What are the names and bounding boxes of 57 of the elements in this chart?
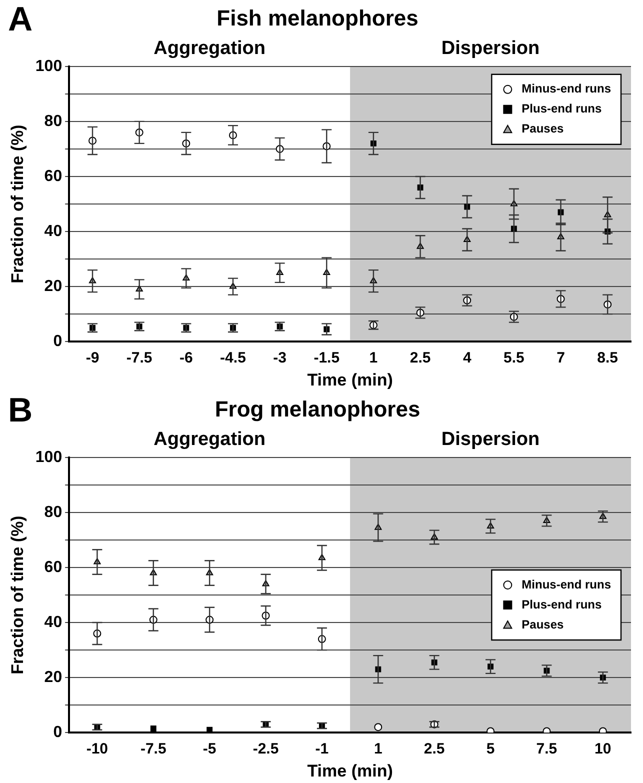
- y-tick-label: 80: [44, 112, 62, 130]
- x-tick-label: 5: [486, 740, 495, 758]
- x-tick-label: 1: [374, 740, 382, 758]
- chart-title: Fish melanophores: [216, 5, 418, 30]
- y-axis-title: Fraction of time (%): [8, 124, 27, 284]
- x-tick-label: 7: [556, 350, 565, 367]
- x-tick-label: 2.5: [424, 740, 445, 758]
- y-tick-label: 100: [35, 448, 62, 466]
- text: Aggregation: [154, 38, 266, 60]
- x-tick-label: 5.5: [504, 350, 524, 367]
- x-tick-label: 2.5: [410, 350, 431, 367]
- point: [374, 723, 382, 732]
- x-tick-label: 10: [594, 740, 612, 758]
- legend-label: Pauses: [522, 617, 564, 632]
- legend-label: Pauses: [522, 122, 564, 136]
- text: A: [8, 0, 33, 38]
- x-tick-label: -3: [273, 350, 286, 367]
- y-tick-label: 60: [44, 168, 62, 185]
- y-tick-label: 0: [53, 724, 62, 742]
- x-tick-label: -1: [315, 740, 329, 758]
- y-tick-label: 80: [44, 504, 62, 521]
- y-axis-title: Fraction of time (%): [8, 516, 27, 674]
- y-tick-label: 40: [44, 222, 62, 240]
- point: [598, 727, 607, 733]
- x-tick-label: -2.5: [252, 740, 279, 758]
- text: Aggregation: [154, 429, 266, 450]
- y-tick-label: 100: [35, 58, 62, 75]
- band-label: Dispersion: [441, 429, 540, 450]
- x-tick-label: 8.5: [597, 350, 618, 367]
- y-tick-label: 60: [44, 558, 62, 576]
- x-tick-label: -7.5: [140, 740, 166, 758]
- y-tick-label: 0: [53, 333, 62, 350]
- x-tick-label: 1: [369, 350, 378, 367]
- x-tick-label: -5: [202, 740, 216, 758]
- y-tick-label: 20: [44, 278, 62, 295]
- y-tick-label: 40: [44, 614, 62, 631]
- x-axis-title: Time (min): [307, 761, 393, 780]
- point: [150, 725, 156, 732]
- x-tick-label: -6: [179, 350, 193, 367]
- y-tick-label: 20: [44, 668, 62, 686]
- band-label: Dispersion: [441, 38, 540, 60]
- legend-label: Plus-end runs: [522, 597, 602, 612]
- legend-label: Plus-end runs: [522, 102, 602, 116]
- x-tick-label: -10: [86, 740, 108, 758]
- legend-label: Minus-end runs: [522, 577, 612, 592]
- point: [486, 727, 495, 733]
- legend-label: Minus-end runs: [522, 82, 612, 96]
- x-tick-label: -7.5: [126, 350, 152, 367]
- chart-title: Frog melanophores: [214, 396, 420, 422]
- x-tick-label: -1.5: [314, 350, 340, 367]
- x-axis-title: Time (min): [307, 370, 393, 390]
- point: [542, 727, 551, 733]
- x-tick-label: 4: [462, 350, 472, 367]
- x-tick-label: -9: [86, 350, 100, 367]
- x-tick-label: -4.5: [220, 350, 246, 367]
- x-tick-label: 7.5: [536, 740, 558, 758]
- text: B: [8, 391, 33, 430]
